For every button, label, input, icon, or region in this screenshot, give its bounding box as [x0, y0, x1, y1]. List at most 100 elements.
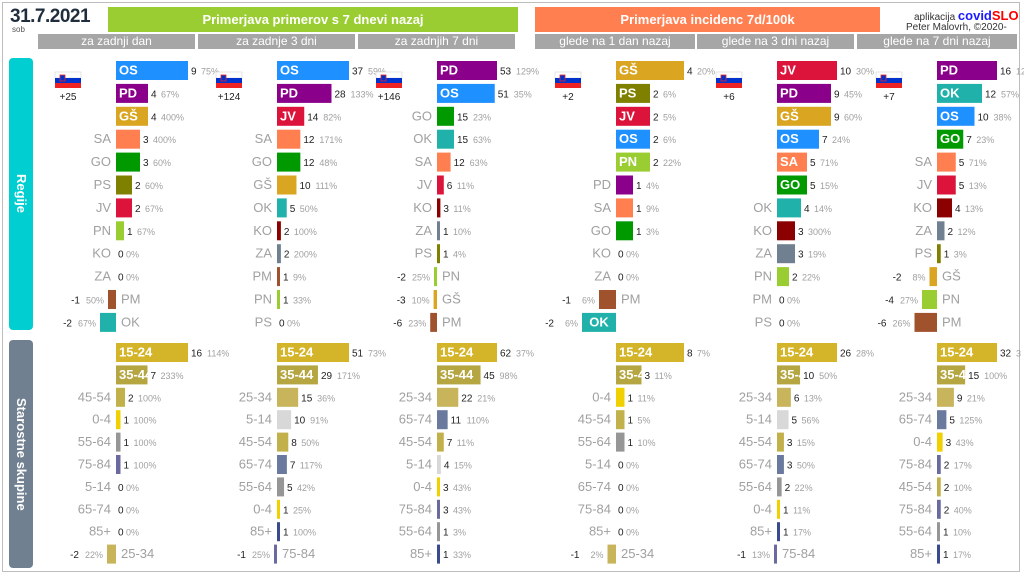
bar-region-0-6 — [116, 198, 132, 218]
bar-region-4-6 — [777, 198, 801, 218]
pct-label-region-5-5: 13% — [969, 181, 987, 191]
value-label-region-5-10: -4 — [885, 296, 894, 307]
bar-inner-label-region-4-0: JV — [780, 63, 796, 78]
pct-label-age-4-2: 13% — [804, 393, 822, 403]
pct-label-age-5-7: 40% — [954, 505, 972, 515]
value-label-region-3-0: 4 — [687, 67, 693, 78]
category-label-age-1-4: 45-54 — [239, 434, 272, 449]
bar-inner-label-age-2-1: 35-44 — [440, 367, 474, 382]
value-label-age-2-7: 3 — [443, 505, 449, 516]
flag-red-stripe-2 — [376, 83, 402, 88]
category-label-region-5-9: GŠ — [942, 269, 961, 284]
value-label-age-3-5: 0 — [618, 461, 624, 472]
category-label-region-3-7: GO — [591, 223, 611, 238]
pct-label-age-5-3: 125% — [959, 416, 982, 426]
value-label-age-5-7: 2 — [944, 505, 950, 516]
bar-region-2-5 — [437, 175, 444, 195]
pct-label-age-1-6: 42% — [297, 483, 315, 493]
pct-label-region-3-10: 6% — [582, 296, 595, 306]
pct-label-region-0-10: 50% — [86, 296, 104, 306]
bar-region-2-0 — [437, 61, 497, 80]
bar-inner-label-region-5-0: PD — [940, 63, 958, 78]
category-label-age-5-7: 75-84 — [899, 501, 932, 516]
pct-label-region-0-9: 0% — [126, 273, 139, 283]
total-label-3: +2 — [562, 92, 574, 103]
value-label-region-1-10: 1 — [283, 296, 289, 307]
value-label-age-0-3: 1 — [124, 416, 130, 427]
bar-inner-label-age-4-0: 15-24 — [780, 345, 814, 360]
category-label-region-2-9: PN — [442, 269, 460, 284]
flag-white-stripe-2 — [375, 71, 403, 79]
pct-label-region-5-7: 12% — [958, 227, 976, 237]
bar-age-1-9 — [274, 544, 277, 564]
category-label-region-5-8: PS — [915, 246, 933, 261]
bar-age-0-9 — [107, 544, 116, 564]
value-label-age-5-1: 15 — [968, 371, 980, 382]
value-label-region-0-11: -2 — [63, 318, 72, 329]
value-label-age-0-8: 0 — [118, 528, 124, 539]
pct-label-region-4-3: 24% — [832, 135, 850, 145]
pct-label-age-1-1: 171% — [337, 371, 360, 381]
value-label-region-4-0: 10 — [840, 67, 852, 78]
pct-label-region-3-7: 3% — [646, 227, 659, 237]
pct-label-region-0-11: 67% — [78, 318, 96, 328]
bar-age-0-5 — [116, 455, 121, 474]
bar-inner-label-region-3-0: GŠ — [619, 63, 638, 78]
category-label-age-2-9: 85+ — [410, 546, 432, 561]
bar-age-5-8 — [937, 522, 940, 542]
pct-label-region-5-11: 26% — [892, 318, 910, 328]
category-label-age-5-8: 55-64 — [899, 524, 932, 539]
bar-age-2-8 — [437, 522, 440, 542]
bar-region-3-2 — [616, 106, 650, 126]
flag-coat-of-arms-3 — [559, 74, 566, 82]
value-label-age-2-3: 11 — [451, 416, 462, 427]
value-label-region-3-11: -2 — [545, 318, 554, 329]
pct-label-region-5-6: 13% — [965, 204, 983, 214]
bar-inner-label-region-3-3: OS — [619, 131, 638, 146]
category-label-region-3-8: KO — [592, 246, 611, 261]
value-label-region-5-4: 5 — [959, 158, 965, 169]
category-label-age-4-7: 0-4 — [753, 501, 772, 516]
category-label-region-4-10: PM — [753, 292, 773, 307]
bar-age-2-0 — [437, 343, 497, 362]
pct-label-age-1-0: 73% — [368, 349, 386, 359]
bar-region-4-2 — [777, 106, 831, 126]
side-label-ages: Starostne skupine — [14, 397, 29, 511]
value-label-region-4-6: 4 — [804, 204, 810, 215]
bar-region-2-6 — [437, 198, 441, 218]
category-label-age-5-4: 0-4 — [913, 434, 932, 449]
flag-coat-of-arms-1 — [220, 74, 227, 82]
bar-age-5-4 — [937, 432, 943, 452]
category-label-age-3-9: 25-34 — [621, 546, 654, 561]
pct-label-region-2-11: 23% — [408, 318, 426, 328]
category-label-age-2-2: 25-34 — [399, 389, 432, 404]
value-label-region-5-0: 16 — [1000, 67, 1012, 78]
pct-label-age-5-6: 10% — [954, 483, 972, 493]
bar-age-3-4 — [616, 432, 625, 452]
flag-coat-of-arms-0 — [59, 74, 66, 82]
bar-inner-label-age-0-1: 35-44 — [119, 367, 153, 382]
category-label-region-5-10: PN — [942, 292, 960, 307]
pct-label-region-2-5: 11% — [457, 181, 474, 191]
value-label-region-4-5: 5 — [810, 181, 816, 192]
category-label-age-4-5: 65-74 — [739, 457, 772, 472]
banner-cases: Primerjava primerov s 7 dnevi nazaj — [108, 7, 518, 32]
category-label-region-1-7: KO — [253, 223, 272, 238]
bar-age-5-9 — [937, 544, 940, 564]
bar-region-1-0 — [277, 61, 349, 80]
bar-region-5-1 — [937, 83, 982, 103]
pct-label-region-5-4: 71% — [969, 158, 987, 168]
value-label-age-5-9: 1 — [943, 550, 949, 561]
value-label-region-1-2: 14 — [307, 112, 319, 123]
bar-age-1-0 — [277, 343, 349, 362]
pct-label-region-4-2: 60% — [844, 112, 862, 122]
value-label-region-5-9: -2 — [893, 273, 902, 284]
bar-region-5-10 — [922, 290, 937, 309]
category-label-region-2-11: PM — [442, 314, 462, 329]
subheader-5: glede na 3 dni nazaj — [697, 34, 854, 49]
bar-age-5-0 — [937, 343, 997, 362]
value-label-region-3-7: 1 — [636, 227, 642, 238]
category-label-age-4-2: 25-34 — [739, 389, 772, 404]
bar-region-0-1 — [116, 83, 148, 103]
category-label-region-2-10: GŠ — [442, 292, 461, 307]
